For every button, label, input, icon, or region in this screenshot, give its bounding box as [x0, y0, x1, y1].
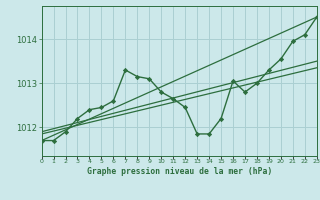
X-axis label: Graphe pression niveau de la mer (hPa): Graphe pression niveau de la mer (hPa)	[87, 167, 272, 176]
